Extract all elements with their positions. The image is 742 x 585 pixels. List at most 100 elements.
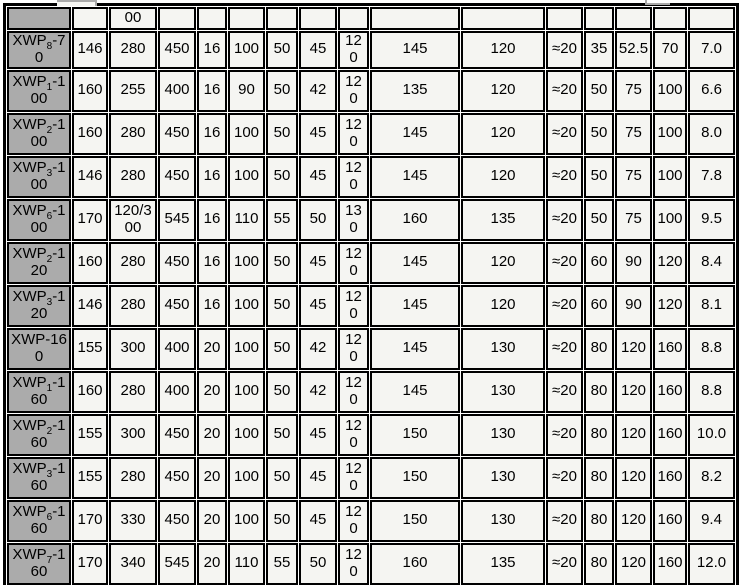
value-cell: 52.5 xyxy=(615,31,652,69)
value-cell: 45 xyxy=(299,31,337,69)
value-cell: 130 xyxy=(461,499,545,542)
value-cell: 450 xyxy=(158,241,196,284)
value-cell: 120 xyxy=(615,499,652,542)
value-cell: 120 xyxy=(461,241,545,284)
value-cell: 120 xyxy=(338,413,369,456)
value-cell: 400 xyxy=(158,327,196,370)
partial-value-cell xyxy=(546,7,583,30)
value-cell: 120 xyxy=(461,69,545,112)
spec-row: XWP3-100 146 280 450 16 100 50 45 120 145 120 ≈20 50… xyxy=(7,155,735,198)
value-cell: 20 xyxy=(197,542,227,585)
value-cell: 8.4 xyxy=(688,241,735,284)
model-suffix: -100 xyxy=(30,115,66,150)
value-cell: 50 xyxy=(266,112,298,155)
value-cell: 545 xyxy=(158,198,196,241)
value-cell: 55 xyxy=(266,542,298,585)
value-cell: 545 xyxy=(158,542,196,585)
spec-row: XWP6-100 170 120/300 545 16 110 55 50 130 160 135 ≈… xyxy=(7,198,735,241)
model-subscript: 1 xyxy=(46,382,53,394)
value-cell: ≈20 xyxy=(546,198,583,241)
value-cell: 50 xyxy=(266,155,298,198)
partial-value-cell xyxy=(615,7,652,30)
spec-row: XWP-160 155 300 400 20 100 50 42 120 145 130 ≈20 80 1… xyxy=(7,327,735,370)
value-cell: ≈20 xyxy=(546,456,583,499)
model-suffix: -120 xyxy=(30,287,66,322)
value-cell: 100 xyxy=(653,112,687,155)
value-cell: 145 xyxy=(370,327,460,370)
value-cell: ≈20 xyxy=(546,542,583,585)
value-cell: 170 xyxy=(72,198,108,241)
value-cell: 400 xyxy=(158,69,196,112)
model-prefix: XWP xyxy=(12,416,47,434)
partial-value-cell xyxy=(338,7,369,30)
value-cell: 9.5 xyxy=(688,198,735,241)
value-cell: 8.1 xyxy=(688,284,735,327)
model-suffix: -160 xyxy=(30,459,66,494)
value-cell: 160 xyxy=(72,370,108,413)
spec-row: XWP6-160 170 330 450 20 100 50 45 120 150 130 ≈20 80… xyxy=(7,499,735,542)
value-cell: 80 xyxy=(584,413,614,456)
model-suffix: -100 xyxy=(30,158,66,193)
value-cell: 16 xyxy=(197,198,227,241)
partial-value-cell xyxy=(228,7,265,30)
partial-top-row: 00 xyxy=(7,7,735,30)
spec-row: XWP3-120 146 280 450 16 100 50 45 120 145 120 ≈20 60… xyxy=(7,284,735,327)
value-cell: 45 xyxy=(299,112,337,155)
value-cell: ≈20 xyxy=(546,112,583,155)
model-header-cell: XWP3-120 xyxy=(7,284,71,327)
model-prefix: XWP xyxy=(12,459,47,477)
partial-value-cell xyxy=(158,7,196,30)
partial-value-cell xyxy=(299,7,337,30)
value-cell: 20 xyxy=(197,370,227,413)
model-subscript: 2 xyxy=(46,253,53,265)
value-cell: 150 xyxy=(370,413,460,456)
value-cell: 340 xyxy=(109,542,157,585)
value-cell: 8.0 xyxy=(688,112,735,155)
value-cell: 16 xyxy=(197,69,227,112)
value-cell: 120 xyxy=(653,241,687,284)
value-cell: 280 xyxy=(109,31,157,69)
value-cell: 120 xyxy=(338,284,369,327)
model-suffix: -70 xyxy=(34,32,66,66)
value-cell: 450 xyxy=(158,284,196,327)
value-cell: 160 xyxy=(653,327,687,370)
value-cell: ≈20 xyxy=(546,499,583,542)
value-cell: 90 xyxy=(615,284,652,327)
value-cell: 120 xyxy=(338,112,369,155)
value-cell: 50 xyxy=(299,542,337,585)
value-cell: 90 xyxy=(615,241,652,284)
value-cell: 135 xyxy=(370,69,460,112)
value-cell: 50 xyxy=(266,413,298,456)
model-subscript: 2 xyxy=(46,124,53,136)
value-cell: 120 xyxy=(338,241,369,284)
model-suffix: -160 xyxy=(30,373,66,408)
value-cell: 145 xyxy=(370,112,460,155)
model-header-cell: XWP3-100 xyxy=(7,155,71,198)
value-cell: 50 xyxy=(584,155,614,198)
value-cell: 45 xyxy=(299,241,337,284)
value-cell: 80 xyxy=(584,456,614,499)
value-cell: 280 xyxy=(109,155,157,198)
value-cell: 80 xyxy=(584,327,614,370)
value-cell: 100 xyxy=(228,499,265,542)
model-prefix: XWP xyxy=(12,244,47,262)
model-subscript: 3 xyxy=(46,468,53,480)
value-cell: 160 xyxy=(370,198,460,241)
crop-artifact-left xyxy=(57,0,97,6)
value-cell: ≈20 xyxy=(546,31,583,69)
value-cell: 146 xyxy=(72,31,108,69)
value-cell: 16 xyxy=(197,284,227,327)
model-prefix: XWP xyxy=(11,330,46,348)
crop-artifact-right-tick xyxy=(645,0,647,4)
value-cell: 55 xyxy=(266,198,298,241)
value-cell: 145 xyxy=(370,31,460,69)
value-cell: 155 xyxy=(72,456,108,499)
partial-value-cell xyxy=(197,7,227,30)
value-cell: 50 xyxy=(266,499,298,542)
value-cell: 90 xyxy=(228,69,265,112)
value-cell: 100 xyxy=(228,327,265,370)
value-cell: 120 xyxy=(461,31,545,69)
value-cell: 100 xyxy=(228,413,265,456)
value-cell: 7.0 xyxy=(688,31,735,69)
value-cell: 160 xyxy=(653,499,687,542)
